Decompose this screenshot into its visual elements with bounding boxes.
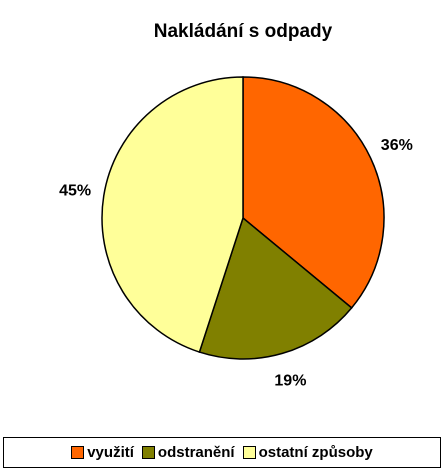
legend-label: ostatní způsoby: [258, 444, 373, 461]
pie-slice: [101, 76, 244, 354]
legend-swatch: [242, 446, 256, 459]
chart-title: Nakládání s odpady: [154, 21, 333, 42]
legend-swatch: [71, 446, 85, 459]
legend-swatch: [141, 446, 155, 459]
legend: využití odstranění ostatní způsoby: [3, 437, 441, 468]
data-label: 19%: [274, 372, 306, 389]
legend-item: odstranění: [141, 444, 235, 461]
legend-item: využití: [71, 444, 134, 461]
legend-label: odstranění: [157, 444, 235, 461]
pie-slice: [242, 76, 385, 309]
data-label: 36%: [381, 137, 413, 154]
pie-slice: [198, 216, 353, 360]
data-label: 45%: [59, 183, 91, 200]
legend-item: ostatní způsoby: [242, 444, 373, 461]
legend-label: využití: [87, 444, 134, 461]
